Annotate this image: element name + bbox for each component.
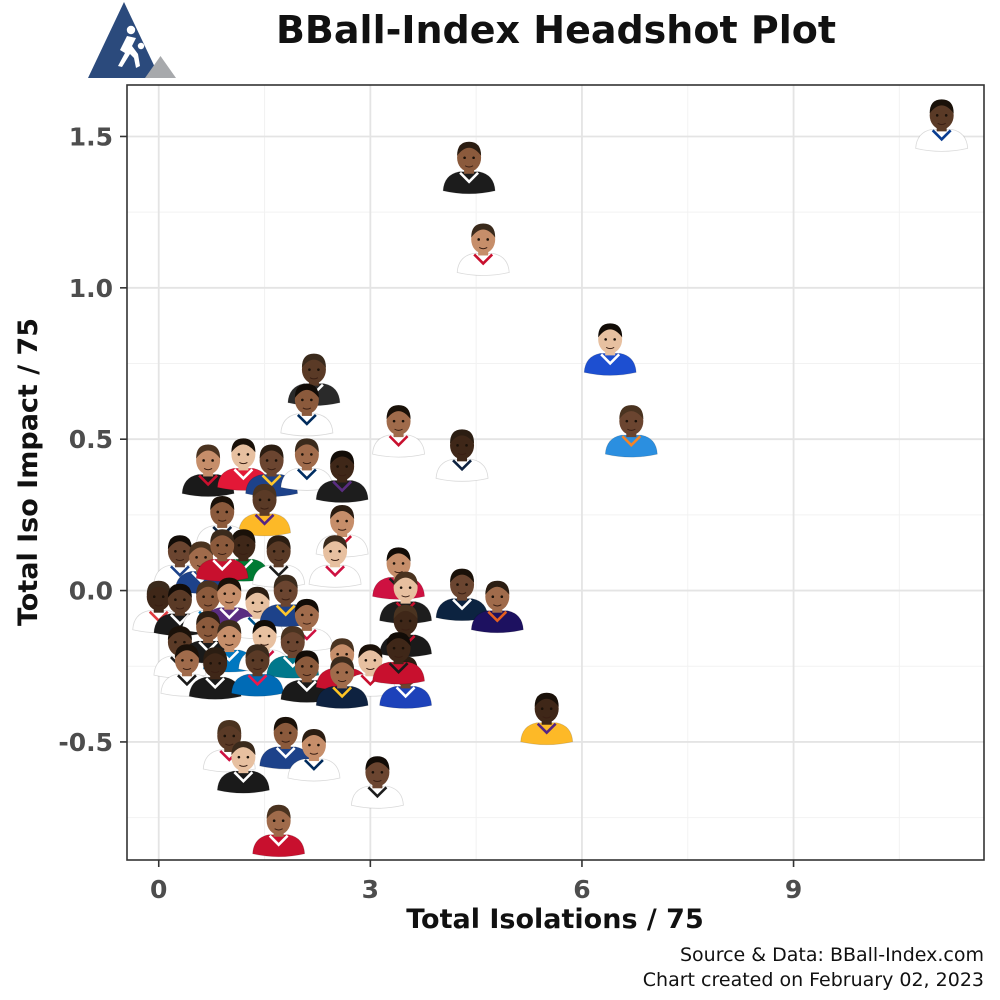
player-headshot-point <box>604 405 658 458</box>
chart-title: BBall-Index Headshot Plot <box>276 8 836 52</box>
player-headshot-point <box>259 716 313 770</box>
player-headshot-point <box>520 692 574 746</box>
player-headshot-point <box>188 647 242 700</box>
player-headshot-point <box>216 741 270 794</box>
x-axis-ticks: 0 3 6 9 <box>150 860 802 904</box>
player-headshot-point <box>287 729 341 782</box>
y-axis-title: Total Iso Impact / 75 <box>13 318 44 626</box>
y-tick-label: 1.5 <box>69 122 113 151</box>
player-headshot-point <box>372 632 425 685</box>
y-tick-label: 0.0 <box>69 577 113 606</box>
plot-panel-border <box>126 84 985 861</box>
player-headshot-point <box>195 495 249 549</box>
headshot-markers <box>132 99 969 858</box>
player-headshot-point <box>915 99 969 152</box>
player-headshot-point <box>308 535 362 588</box>
date-caption: Chart created on February 02, 2023 <box>643 969 984 991</box>
player-headshot-point <box>231 644 284 697</box>
bball-index-logo <box>88 2 176 78</box>
player-headshot-point <box>435 568 489 621</box>
player-headshot-point <box>238 483 291 537</box>
x-axis-title: Total Isolations / 75 <box>406 904 704 935</box>
player-headshot-point <box>350 756 404 809</box>
player-headshot-point <box>252 804 306 858</box>
player-headshot-point <box>280 383 334 437</box>
player-headshot-point <box>583 323 637 376</box>
y-axis-ticks: -0.5 0.0 0.5 1.0 1.5 <box>58 122 127 757</box>
y-tick-label: 0.5 <box>69 425 113 454</box>
player-headshot-point <box>442 141 496 195</box>
player-headshot-point <box>470 580 524 634</box>
x-tick-label: 0 <box>150 875 167 904</box>
y-tick-label: -0.5 <box>58 728 113 757</box>
player-headshot-point <box>181 444 235 497</box>
player-headshot-point <box>195 529 249 582</box>
player-headshot-point <box>315 656 369 709</box>
player-headshot-point <box>372 405 425 458</box>
x-tick-label: 6 <box>573 875 590 904</box>
source-caption: Source & Data: BBall-Index.com <box>680 944 984 966</box>
player-headshot-point <box>280 438 334 491</box>
y-tick-label: 1.0 <box>69 274 113 303</box>
player-headshot-point <box>456 223 510 276</box>
x-tick-label: 9 <box>785 875 802 904</box>
player-headshot-point <box>315 450 369 503</box>
player-headshot-point <box>435 429 489 482</box>
x-tick-label: 3 <box>362 875 379 904</box>
